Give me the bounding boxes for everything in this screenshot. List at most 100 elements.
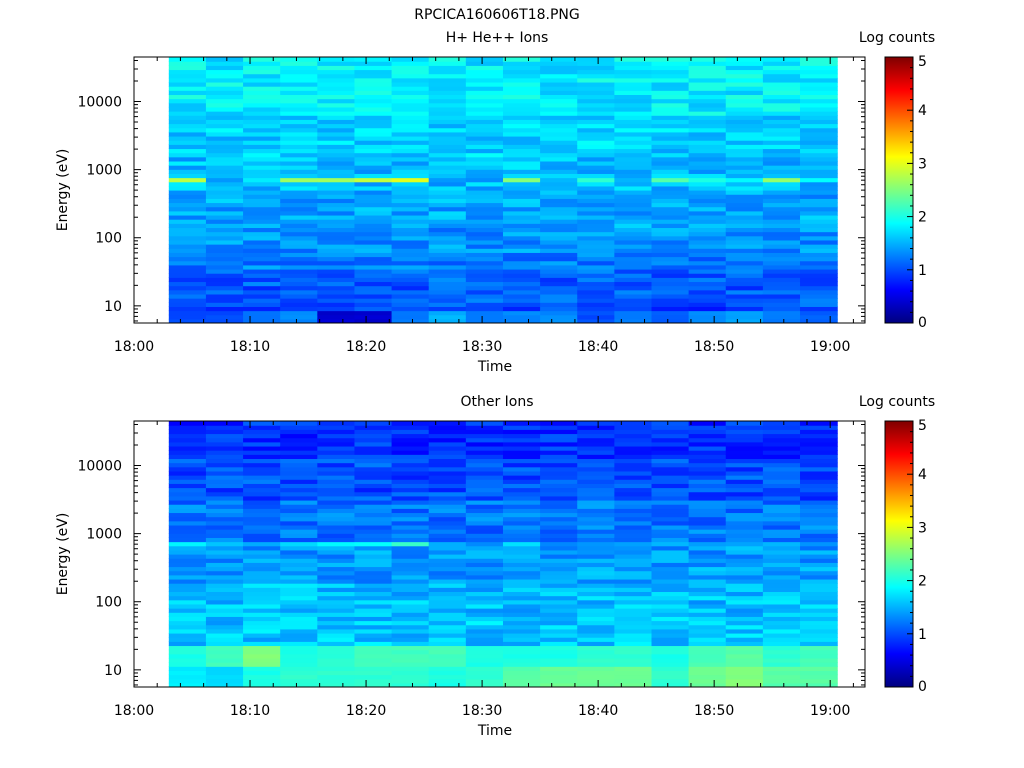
heatmap-cell bbox=[762, 470, 801, 476]
heatmap-cell bbox=[205, 81, 244, 87]
heatmap-cell bbox=[762, 298, 801, 303]
heatmap-cell bbox=[428, 487, 467, 493]
heatmap-cells bbox=[168, 421, 838, 687]
heatmap-cell bbox=[354, 512, 393, 518]
heatmap-cell bbox=[540, 529, 578, 534]
heatmap-cell bbox=[688, 310, 727, 316]
heatmap-cell bbox=[651, 628, 690, 634]
heatmap-cell bbox=[502, 466, 541, 472]
heatmap-cell bbox=[540, 206, 578, 212]
heatmap-cell bbox=[577, 289, 615, 295]
heatmap-cell bbox=[317, 670, 356, 676]
heatmap-cell bbox=[502, 260, 541, 266]
heatmap-cell bbox=[168, 231, 207, 237]
heatmap-cell bbox=[614, 206, 653, 212]
heatmap-cell bbox=[725, 574, 764, 580]
heatmap-cell bbox=[502, 173, 541, 179]
heatmap-cell bbox=[577, 106, 615, 112]
heatmap-cell bbox=[688, 479, 727, 484]
heatmap-cell bbox=[205, 73, 244, 79]
heatmap-cell bbox=[762, 206, 801, 212]
heatmap-cell bbox=[391, 524, 430, 530]
heatmap-cell bbox=[800, 98, 838, 104]
heatmap-cell bbox=[725, 119, 764, 125]
heatmap-cell bbox=[317, 119, 356, 125]
heatmap-cell bbox=[651, 475, 690, 480]
heatmap-cell bbox=[725, 235, 764, 241]
heatmap-cell bbox=[577, 61, 615, 66]
heatmap-cell bbox=[577, 454, 615, 460]
heatmap-cell bbox=[800, 202, 838, 208]
heatmap-cell bbox=[502, 61, 541, 66]
heatmap-cell bbox=[688, 595, 727, 601]
heatmap-cell bbox=[354, 591, 393, 597]
heatmap-cell bbox=[354, 487, 393, 493]
heatmap-cell bbox=[502, 131, 541, 137]
heatmap-cell bbox=[465, 632, 504, 638]
heatmap-cell bbox=[280, 57, 318, 62]
heatmap-cell bbox=[725, 281, 764, 287]
heatmap-cell bbox=[465, 479, 504, 484]
heatmap-cell bbox=[243, 69, 281, 75]
heatmap-cell bbox=[762, 537, 801, 543]
heatmap-cell bbox=[243, 144, 281, 150]
heatmap-cell bbox=[354, 160, 393, 166]
heatmap-cell bbox=[651, 252, 690, 258]
heatmap-cell bbox=[280, 248, 318, 253]
heatmap-cell bbox=[280, 293, 318, 299]
heatmap-cell bbox=[317, 624, 356, 630]
heatmap-cell bbox=[614, 169, 653, 174]
heatmap-cell bbox=[762, 102, 801, 108]
heatmap-cell bbox=[651, 682, 690, 687]
heatmap-cell bbox=[205, 264, 244, 270]
heatmap-cell bbox=[317, 429, 356, 435]
heatmap-cell bbox=[428, 302, 467, 307]
heatmap-cell bbox=[428, 273, 467, 278]
heatmap-cell bbox=[465, 106, 504, 112]
heatmap-cell bbox=[168, 628, 207, 634]
heatmap-cell bbox=[800, 670, 838, 676]
heatmap-cell bbox=[168, 106, 207, 112]
heatmap-cell bbox=[465, 429, 504, 435]
heatmap-cell bbox=[465, 504, 504, 509]
heatmap-cell bbox=[762, 549, 801, 555]
heatmap-cell bbox=[502, 670, 541, 676]
heatmap-cell bbox=[688, 632, 727, 638]
heatmap-cell bbox=[280, 202, 318, 208]
heatmap-cell bbox=[465, 135, 504, 141]
heatmap-cell bbox=[762, 131, 801, 137]
heatmap-cell bbox=[428, 252, 467, 258]
heatmap-cell bbox=[762, 264, 801, 270]
heatmap-cell bbox=[800, 499, 838, 505]
x-tick-label: 18:40 bbox=[578, 703, 618, 719]
heatmap-cell bbox=[577, 499, 615, 505]
heatmap-cell bbox=[243, 273, 281, 278]
heatmap-cell bbox=[168, 264, 207, 270]
heatmap-cell bbox=[243, 616, 281, 622]
heatmap-cell bbox=[205, 595, 244, 601]
heatmap-cell bbox=[502, 239, 541, 245]
heatmap-cell bbox=[540, 541, 578, 547]
heatmap-cell bbox=[762, 516, 801, 522]
heatmap-cell bbox=[391, 244, 430, 249]
heatmap-cell bbox=[354, 185, 393, 191]
heatmap-cell bbox=[391, 566, 430, 572]
heatmap-cell bbox=[465, 591, 504, 597]
heatmap-cell bbox=[354, 495, 393, 501]
heatmap-cell bbox=[577, 260, 615, 266]
heatmap-cell bbox=[243, 268, 281, 274]
heatmap-cell bbox=[800, 545, 838, 551]
heatmap-cell bbox=[762, 219, 801, 224]
heatmap-cell bbox=[800, 127, 838, 133]
heatmap-cell bbox=[688, 298, 727, 303]
heatmap-cell bbox=[280, 570, 318, 576]
heatmap-cell bbox=[577, 462, 615, 468]
heatmap-cell bbox=[205, 173, 244, 179]
heatmap-cell bbox=[354, 479, 393, 484]
heatmap-cell bbox=[614, 160, 653, 166]
heatmap-cell bbox=[205, 206, 244, 212]
heatmap-cell bbox=[280, 223, 318, 229]
heatmap-cell bbox=[280, 483, 318, 489]
heatmap-cell bbox=[168, 198, 207, 204]
heatmap-cell bbox=[725, 657, 764, 663]
